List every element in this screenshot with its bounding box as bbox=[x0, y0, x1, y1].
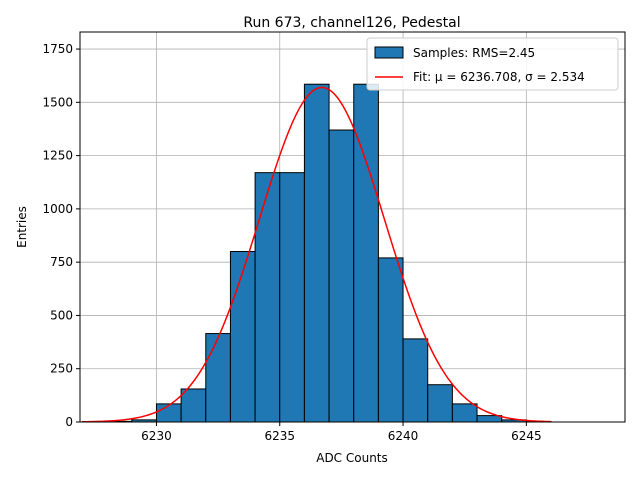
y-tick-label: 500 bbox=[50, 308, 73, 322]
legend-label-fit: Fit: μ = 6236.708, σ = 2.534 bbox=[413, 70, 585, 84]
y-axis-label: Entries bbox=[15, 206, 29, 248]
histogram-bar bbox=[328, 129, 355, 423]
plot-frame bbox=[79, 31, 626, 423]
histogram-bar bbox=[476, 415, 503, 423]
x-tick-label: 6245 bbox=[511, 429, 542, 443]
histogram-bar bbox=[279, 172, 305, 423]
histogram-bar bbox=[180, 388, 207, 423]
y-tick-label: 0 bbox=[65, 415, 73, 429]
histogram-bar bbox=[353, 83, 379, 423]
chart-title: Run 673, channel126, Pedestal bbox=[243, 15, 460, 31]
y-tick-label: 1500 bbox=[42, 95, 73, 109]
y-tick-label: 1250 bbox=[42, 149, 73, 163]
histogram-bar bbox=[402, 338, 429, 423]
histogram-bar bbox=[254, 172, 281, 423]
x-tick-label: 6235 bbox=[264, 429, 295, 443]
histogram-bar bbox=[229, 251, 256, 423]
fit-curve bbox=[82, 86, 552, 423]
y-tick-label: 1000 bbox=[42, 202, 73, 216]
histogram-bar bbox=[303, 83, 330, 423]
x-tick-label: 6230 bbox=[141, 429, 172, 443]
histogram-bar bbox=[427, 384, 453, 423]
histogram-bar bbox=[377, 257, 404, 423]
legend-frame bbox=[366, 37, 619, 91]
x-axis-label: ADC Counts bbox=[316, 451, 388, 465]
legend-label-samples: Samples: RMS=2.45 bbox=[413, 46, 535, 60]
y-tick-label: 250 bbox=[50, 362, 73, 376]
y-tick-label: 750 bbox=[50, 255, 73, 269]
y-tick-label: 1750 bbox=[42, 42, 73, 56]
x-axis-ticks: 6230 6235 6240 6245 bbox=[141, 422, 542, 443]
y-axis-ticks: 0 250 500 750 1000 1250 1500 1750 bbox=[42, 42, 80, 429]
histogram-bar bbox=[451, 403, 478, 423]
histogram-bar bbox=[205, 333, 231, 423]
legend: Samples: RMS=2.45 Fit: μ = 6236.708, σ =… bbox=[366, 37, 619, 91]
histogram-bars bbox=[81, 83, 552, 423]
x-tick-label: 6240 bbox=[388, 429, 419, 443]
legend-swatch-samples bbox=[374, 46, 404, 59]
histogram-bar bbox=[155, 403, 182, 423]
